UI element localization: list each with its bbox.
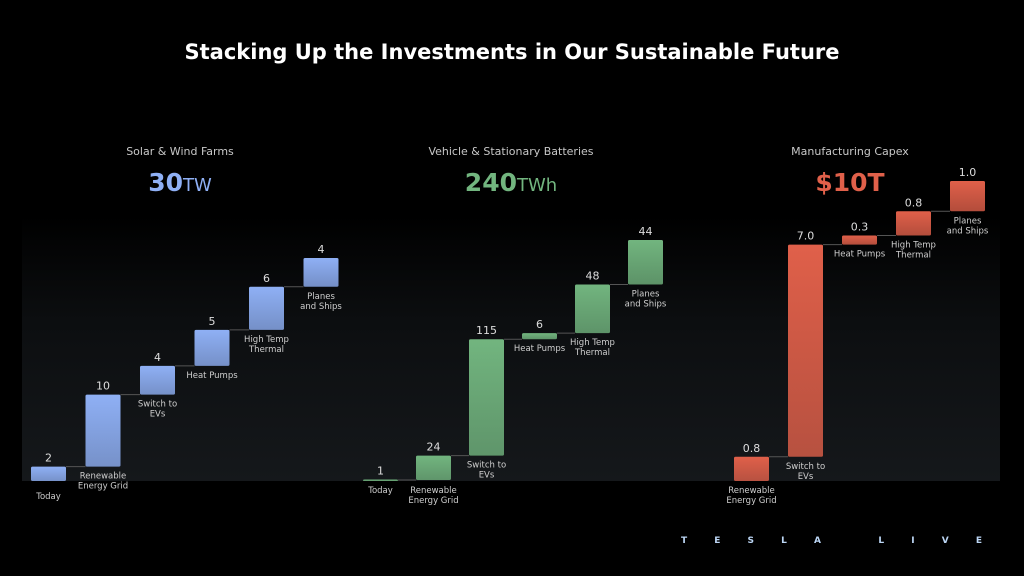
value-label: 0.8 (743, 442, 761, 455)
value-label: 6 (536, 318, 543, 331)
bar-heat-pumps (522, 333, 557, 340)
value-label: 4 (154, 351, 161, 364)
bar-heat-pumps (842, 235, 877, 245)
bar-high-temp-thermal (575, 284, 610, 334)
bar-renewable-energy-grid (85, 394, 121, 467)
category-label: Heat Pumps (834, 250, 886, 260)
bar-switch-to-evs (140, 365, 175, 395)
value-label: 115 (476, 324, 497, 337)
bar-switch-to-evs (788, 244, 823, 457)
total-value: 30 (148, 168, 183, 197)
total-value: 240 (464, 168, 517, 197)
bar-high-temp-thermal (896, 211, 931, 236)
category-label: Heat Pumps (514, 344, 566, 354)
bar-planes-and-ships (628, 240, 663, 285)
bar-renewable-energy-grid (734, 456, 769, 481)
value-label: 2 (45, 452, 52, 465)
chart-title-batteries: Vehicle & Stationary Batteries (428, 145, 594, 158)
total-capex: $10T (730, 168, 970, 197)
category-label: Planes and Ships (947, 216, 989, 236)
value-label: 5 (209, 315, 216, 328)
value-label: 24 (427, 441, 441, 454)
category-label: Switch to EVs (138, 400, 177, 420)
value-label: 0.8 (905, 196, 923, 209)
value-label: 10 (96, 380, 110, 393)
value-label: 6 (263, 272, 270, 285)
category-label: Planes and Ships (625, 290, 667, 310)
category-label: High Temp Thermal (244, 335, 289, 355)
category-label: Renewable Energy Grid (408, 486, 458, 506)
category-label: Today (35, 492, 61, 502)
category-label: Heat Pumps (186, 371, 238, 381)
bar-renewable-energy-grid (416, 455, 451, 480)
bar-planes-and-ships (950, 181, 985, 212)
category-label: High Temp Thermal (570, 338, 615, 358)
bar-planes-and-ships (303, 258, 339, 287)
total-value: $10T (815, 168, 885, 197)
value-label: 1.0 (959, 166, 977, 179)
value-label: 44 (639, 225, 653, 238)
bar-today (31, 466, 66, 481)
chart-panel-background (22, 215, 1000, 481)
total-unit: TWh (516, 175, 558, 196)
total-solar: 30TW (60, 168, 300, 197)
bar-switch-to-evs (469, 339, 504, 456)
bar-today (363, 479, 398, 481)
bar-high-temp-thermal (249, 286, 284, 330)
slide-title: Stacking Up the Investments in Our Susta… (184, 40, 840, 64)
category-label: Renewable Energy Grid (726, 486, 776, 506)
bar-heat-pumps (194, 329, 230, 366)
category-label: Today (367, 486, 393, 496)
category-label: Switch to EVs (467, 461, 506, 481)
value-label: 48 (586, 270, 600, 283)
category-label: High Temp Thermal (891, 241, 936, 261)
value-label: 4 (318, 243, 325, 256)
category-label: Switch to EVs (786, 462, 825, 482)
category-label: Renewable Energy Grid (78, 472, 128, 492)
value-label: 7.0 (797, 230, 815, 243)
value-label: 0.3 (851, 221, 869, 234)
total-unit: TW (183, 175, 212, 196)
total-batteries: 240TWh (391, 168, 631, 197)
chart-title-capex: Manufacturing Capex (791, 145, 909, 158)
chart-title-solar: Solar & Wind Farms (126, 145, 234, 158)
value-label: 1 (377, 465, 384, 478)
tesla-live-logo: T E S L A L I V E (681, 536, 994, 546)
category-label: Planes and Ships (300, 292, 342, 312)
